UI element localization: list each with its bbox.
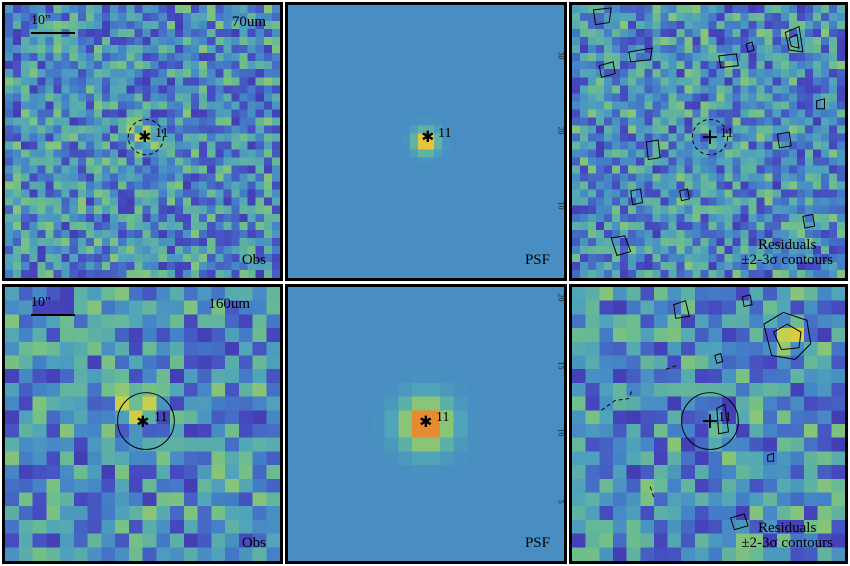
source-id-label: 11: [718, 410, 732, 425]
residuals-legend: Residuals ±2-3σ contours: [741, 521, 833, 551]
contour-legend: ±2-3σ contours: [741, 252, 833, 268]
scale-bar: 10": [31, 13, 75, 34]
source-aperture-dashed: [691, 118, 729, 156]
psf-160um-overlay: ✱: [419, 412, 432, 431]
source-id-label: 11: [436, 410, 450, 425]
y-tick-label: 20: [556, 126, 566, 135]
y-tick-label: 10: [556, 201, 566, 210]
panel-psf-70um: ✱ 11 PSF 30 20 10: [285, 2, 567, 281]
y-tick-label: 10: [556, 428, 566, 437]
source-marker: ✱: [138, 127, 151, 146]
residuals-legend: Residuals ±2-3σ contours: [741, 238, 833, 268]
residuals-70um-contours: [592, 7, 825, 257]
y-tick-label: 30: [556, 51, 566, 60]
y-tick-label: 15: [556, 361, 566, 370]
panel-residuals-160um: 11 Residuals ±2-3σ contours: [569, 284, 848, 564]
source-id-label: 11: [438, 126, 452, 141]
panel-label: PSF: [524, 252, 550, 268]
residuals-160um-contours: [601, 294, 812, 531]
source-aperture: [681, 392, 739, 450]
source-id-label: 11: [155, 126, 169, 141]
y-tick-label: 5: [556, 499, 566, 504]
residuals-160um-image: [572, 287, 845, 561]
panel-label: PSF: [524, 535, 550, 551]
panel-label: Residuals: [757, 520, 817, 536]
obs-160um-image: [5, 287, 280, 561]
panel-label: Obs: [241, 252, 266, 268]
source-marker: ✱: [136, 412, 149, 431]
scale-bar: 10": [31, 295, 75, 316]
source-marker: ✱: [419, 412, 432, 431]
panel-residuals-70um: 11 Residuals ±2-3σ contours: [569, 2, 848, 281]
source-id-label: 11: [720, 126, 734, 141]
psf-70um-overlay: ✱: [421, 127, 434, 146]
source-id-label: 11: [154, 410, 168, 425]
y-tick-label: 20: [556, 293, 566, 302]
panel-label: Residuals: [757, 237, 817, 253]
obs-70um-image: [5, 5, 280, 278]
band-label: 160um: [208, 296, 250, 312]
source-aperture-dashed: [127, 118, 165, 156]
panel-obs-160um: ✱ 10" 160um 11 Obs: [2, 284, 283, 564]
obs-160um-overlay: ✱: [117, 392, 175, 450]
psf-160um-image: [288, 287, 564, 561]
psf-70um-image: [288, 5, 564, 278]
source-aperture: [117, 392, 175, 450]
residuals-70um-image: [572, 5, 845, 278]
contour-legend: ±2-3σ contours: [741, 535, 833, 551]
source-marker: ✱: [421, 127, 434, 146]
panel-label: Obs: [241, 535, 266, 551]
obs-70um-overlay: ✱: [127, 118, 165, 156]
panel-psf-160um: ✱ 11 PSF 20 15 10 5: [285, 284, 567, 564]
panel-obs-70um: ✱ 10" 70um 11 Obs: [2, 2, 283, 281]
band-label: 70um: [231, 14, 266, 30]
